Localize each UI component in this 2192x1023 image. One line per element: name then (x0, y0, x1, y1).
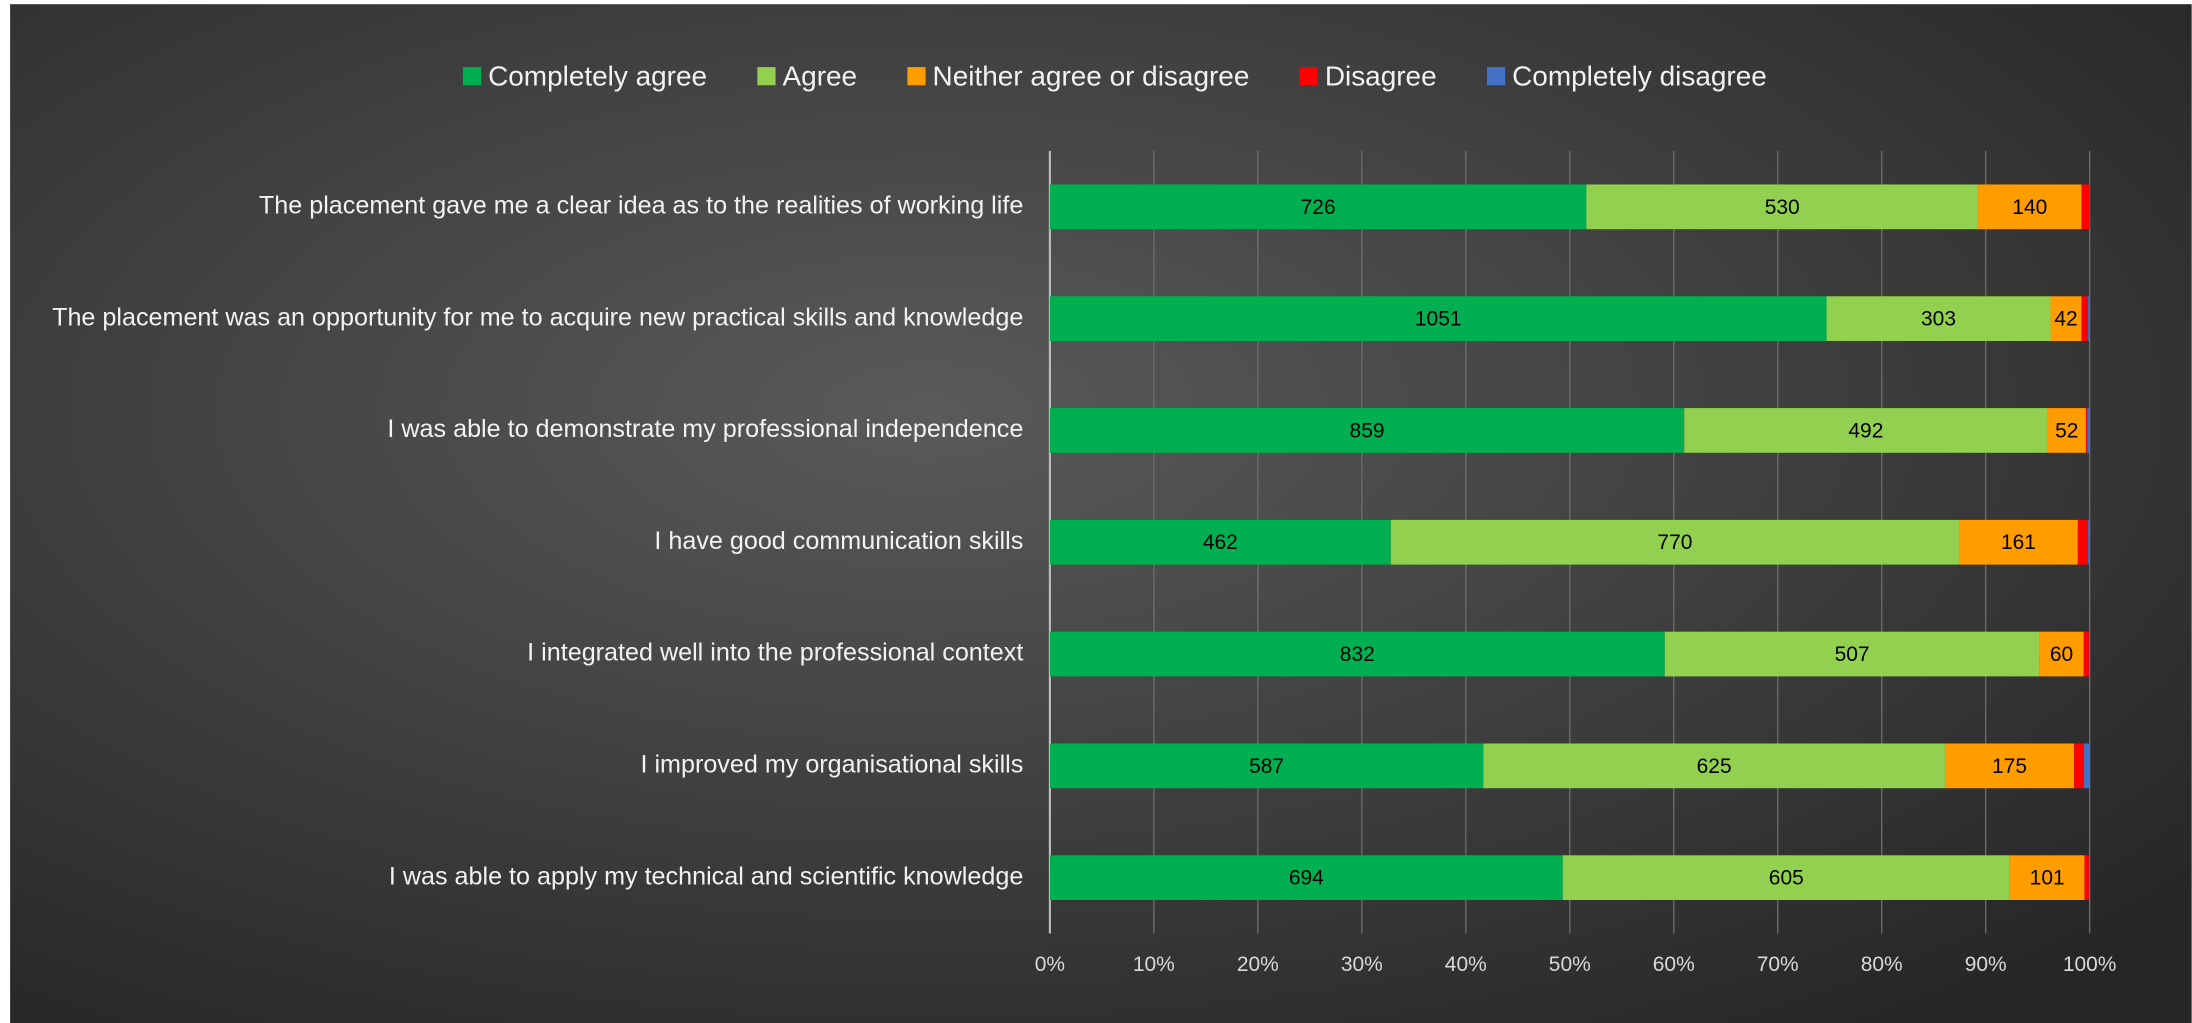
data-label: 492 (1848, 419, 1883, 442)
bar-segment (1390, 519, 1960, 565)
bar-segment (2084, 855, 2089, 901)
x-tick-label: 80% (1861, 953, 1903, 976)
bar-segment (2081, 296, 2089, 341)
bar-segment (2077, 519, 2089, 565)
bar-segment (2074, 743, 2084, 789)
legend-swatch (462, 67, 482, 86)
x-tick-label: 20% (1237, 953, 1279, 976)
bar-segment (2050, 296, 2082, 341)
category-label: I integrated well into the professional … (527, 639, 1023, 667)
bar-segment (1049, 184, 1587, 230)
data-label: 726 (1301, 196, 1336, 219)
bar-segment (1944, 743, 2075, 789)
bar-segment (1586, 184, 1979, 230)
bar-segment (1684, 408, 2048, 453)
bar-segment (1483, 743, 1945, 789)
data-label: 42 (2054, 308, 2077, 331)
chart-background (10, 4, 2192, 1023)
x-tick-label: 30% (1341, 953, 1383, 976)
bar-segment (2083, 743, 2090, 789)
data-label: 140 (2012, 196, 2047, 219)
data-label: 832 (1340, 643, 1375, 666)
bar-segment (1049, 519, 1391, 565)
x-tick-label: 40% (1445, 953, 1487, 976)
x-tick-label: 70% (1757, 953, 1799, 976)
bar-segment (2085, 408, 2088, 453)
data-label: 770 (1657, 531, 1692, 554)
bar-segment (2088, 631, 2090, 677)
bar-segment (1049, 631, 1665, 677)
legend-label: Completely disagree (1512, 61, 1767, 92)
data-label: 625 (1697, 755, 1732, 778)
bar-segment (1562, 855, 2010, 901)
data-label: 530 (1765, 196, 1800, 219)
category-label: I was able to demonstrate my professiona… (387, 415, 1023, 443)
bar-segment (2087, 408, 2090, 453)
bar-segment (2047, 408, 2086, 453)
x-tick-label: 60% (1653, 953, 1695, 976)
legend-label: Agree (783, 61, 858, 92)
data-label: 587 (1249, 755, 1284, 778)
category-label: The placement gave me a clear idea as to… (259, 191, 1023, 219)
bar-segment (1049, 408, 1685, 453)
bar-segment (1978, 184, 2082, 230)
legend-label: Disagree (1325, 61, 1437, 92)
data-label: 60 (2050, 643, 2073, 666)
bar-segment (1826, 296, 2051, 341)
legend-swatch (1486, 67, 1506, 86)
category-label: The placement was an opportunity for me … (52, 303, 1023, 331)
bar-segment (1049, 855, 1563, 901)
data-label: 303 (1921, 308, 1956, 331)
bar-segment (1664, 631, 2040, 677)
data-label: 101 (2030, 867, 2065, 890)
data-label: 462 (1203, 531, 1238, 554)
bar-segment (2009, 855, 2085, 901)
legend-swatch (757, 67, 776, 86)
bar-segment (2081, 184, 2090, 230)
data-label: 161 (2001, 531, 2036, 554)
data-label: 52 (2055, 419, 2078, 442)
x-tick-label: 50% (1549, 953, 1591, 976)
bar-segment (1049, 743, 1484, 789)
category-label: I improved my organisational skills (640, 750, 1023, 778)
category-label: I have good communication skills (654, 527, 1023, 555)
bar-segment (2039, 631, 2084, 677)
bar-segment (2088, 519, 2090, 565)
data-label: 605 (1769, 867, 1804, 890)
bar-segment (2088, 296, 2090, 341)
x-tick-label: 100% (2063, 953, 2117, 976)
legend-swatch (907, 67, 926, 86)
legend-label: Completely agree (488, 61, 707, 92)
bar-segment (2088, 855, 2090, 901)
data-label: 175 (1992, 755, 2027, 778)
bar-segment (2083, 631, 2089, 677)
bar-segment (1959, 519, 2078, 565)
x-tick-label: 10% (1133, 953, 1175, 976)
data-label: 507 (1835, 643, 1870, 666)
legend-label: Neither agree or disagree (933, 61, 1250, 92)
x-tick-label: 0% (1035, 953, 1065, 976)
category-label: I was able to apply my technical and sci… (389, 862, 1023, 890)
x-tick-label: 90% (1965, 953, 2007, 976)
bar-segment (1049, 296, 1827, 341)
data-label: 859 (1350, 419, 1385, 442)
data-label: 694 (1289, 867, 1324, 890)
data-label: 1051 (1415, 308, 1462, 331)
legend-swatch (1299, 67, 1318, 86)
